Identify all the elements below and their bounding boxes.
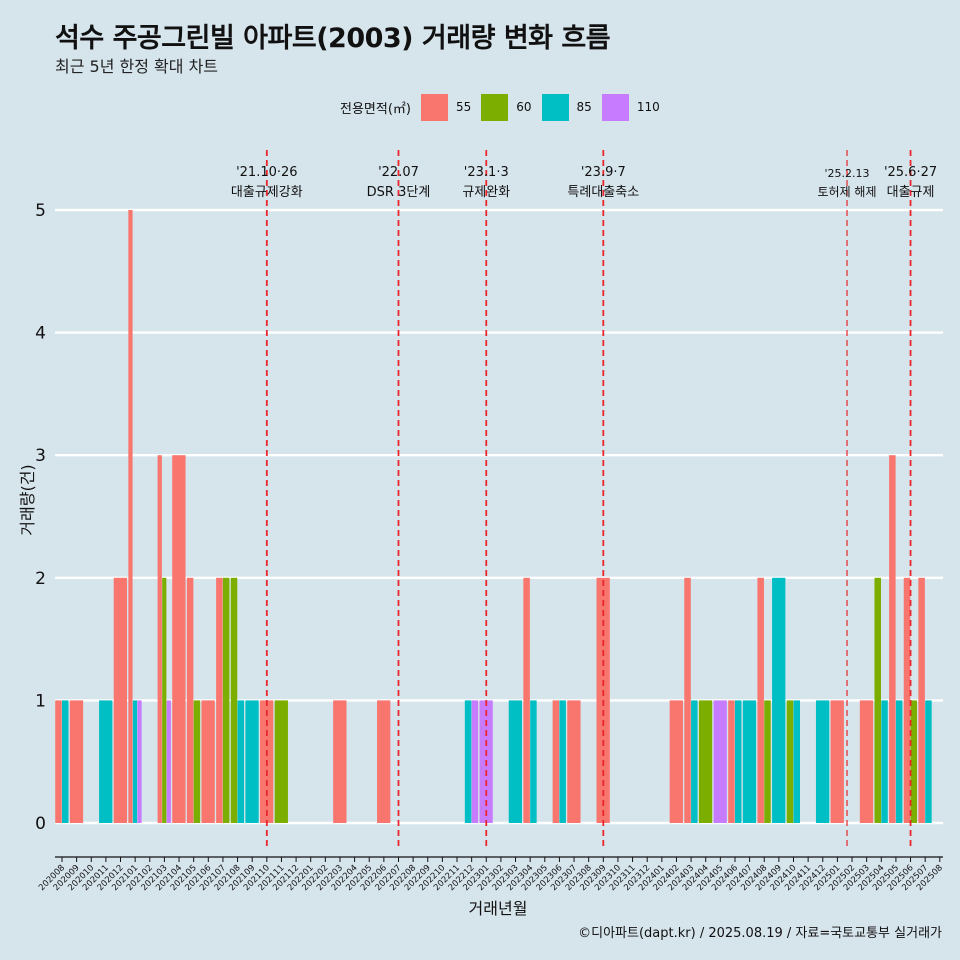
bar-202107-55 [216, 577, 223, 823]
bar-202105-55 [186, 577, 194, 823]
event-text-label-3: 특례대출축소 [567, 185, 639, 200]
event-text-label-0: 대출규제강화 [231, 185, 303, 200]
legend-label-60: 60 [516, 100, 532, 114]
legend-title: 전용면적(㎡) [340, 101, 411, 117]
event-text-label-4: 토허제 해제 [818, 185, 877, 199]
event-date-label-4: '25.2.13 [825, 167, 870, 180]
bar-202505-55 [889, 455, 896, 823]
bar-202008-55 [55, 700, 62, 823]
bar-202206-55 [377, 700, 391, 823]
event-date-label-1: '22.07 [378, 165, 419, 180]
bar-202103-110 [166, 700, 171, 823]
legend-label-85: 85 [576, 100, 592, 114]
chart-subtitle: 최근 5년 한정 확대 차트 [55, 57, 219, 76]
bar-202412-85 [815, 700, 830, 823]
bar-202403-85 [691, 700, 698, 823]
bar-202303-85 [508, 700, 523, 823]
bar-202407-85 [742, 700, 757, 823]
bar-202406-85 [734, 700, 742, 823]
bar-202404-60 [698, 700, 713, 823]
legend-swatch-60 [481, 93, 509, 121]
bar-202101-85 [132, 700, 138, 823]
bar-202304-85 [530, 700, 537, 823]
chart-title: 석수 주공그린빌 아파트(2003) 거래량 변화 흐름 [55, 23, 611, 54]
bar-202104-55 [172, 455, 186, 823]
event-date-label-2: '23.1·3 [464, 165, 509, 180]
bar-202103-55 [157, 455, 162, 823]
bar-202306-85 [559, 700, 566, 823]
bar-202212-110 [471, 700, 479, 823]
bar-202111-60 [274, 700, 288, 823]
y-tick-label-5: 5 [35, 201, 46, 221]
legend-swatch-110 [601, 93, 629, 121]
bar-202506-60 [910, 700, 918, 823]
bar-202504-60 [874, 577, 881, 823]
bar-202012-55 [113, 577, 128, 823]
event-date-label-5: '25.6·27 [884, 165, 937, 180]
bar-202408-55 [757, 577, 764, 823]
legend-item-60: 60 [481, 93, 532, 121]
bar-202009-55 [69, 700, 84, 823]
bar-202203-55 [333, 700, 347, 823]
bar-202409-85 [772, 577, 786, 823]
bar-202501-55 [830, 700, 844, 823]
x-axis-title: 거래년월 [469, 899, 528, 918]
bar-202503-55 [859, 700, 874, 823]
bar-202109-85 [245, 700, 259, 823]
bar-202108-85 [237, 700, 245, 823]
bar-202304-55 [523, 577, 530, 823]
legend-item-110: 110 [601, 93, 660, 121]
bar-202505-85 [895, 700, 903, 823]
y-tick-label-0: 0 [35, 814, 46, 834]
y-tick-label-2: 2 [35, 569, 46, 589]
bar-202410-85 [793, 700, 800, 823]
bar-202011-85 [99, 700, 113, 823]
bar-202402-55 [669, 700, 683, 823]
legend: 전용면적(㎡) 55 60 85 110 [340, 93, 670, 121]
bar-202008-85 [62, 700, 69, 823]
bar-202307-55 [567, 700, 581, 823]
bar-202406-55 [728, 700, 735, 823]
bar-202506-55 [903, 577, 911, 823]
bar-202405-110 [713, 700, 727, 823]
y-axis-title: 거래량(건) [18, 464, 37, 535]
bar-202106-55 [201, 700, 215, 823]
bar-202105-60 [193, 700, 201, 823]
legend-swatch-55 [420, 93, 448, 121]
bar-202101-110 [137, 700, 142, 823]
bar-202507-55 [918, 577, 925, 823]
legend-label-55: 55 [455, 100, 472, 114]
bar-202212-85 [464, 700, 472, 823]
event-text-label-5: 대출규제 [887, 185, 935, 200]
y-tick-label-4: 4 [35, 324, 46, 344]
bar-202306-55 [552, 700, 560, 823]
bar-202507-85 [925, 700, 932, 823]
bar-202504-85 [881, 700, 888, 823]
event-date-label-3: '23.9·7 [581, 165, 626, 180]
bar-202107-60 [222, 577, 230, 823]
event-text-label-1: DSR 3단계 [367, 185, 431, 200]
bar-202101-55 [128, 210, 133, 823]
legend-item-55: 55 [420, 93, 472, 121]
bar-202408-60 [764, 700, 771, 823]
bar-202403-55 [684, 577, 691, 823]
legend-label-110: 110 [636, 100, 660, 114]
event-date-label-0: '21.10·26 [236, 165, 297, 180]
y-tick-label-3: 3 [35, 446, 46, 466]
legend-swatch-85 [541, 93, 569, 121]
legend-item-85: 85 [541, 93, 592, 121]
bar-202108-60 [230, 577, 238, 823]
bar-202103-60 [162, 577, 167, 823]
bar-202410-60 [786, 700, 794, 823]
source-caption: ©디아파트(dapt.kr) / 2025.08.19 / 자료=국토교통부 실… [578, 926, 942, 941]
event-text-label-2: 규제완화 [462, 185, 510, 200]
y-tick-label-1: 1 [35, 691, 46, 711]
